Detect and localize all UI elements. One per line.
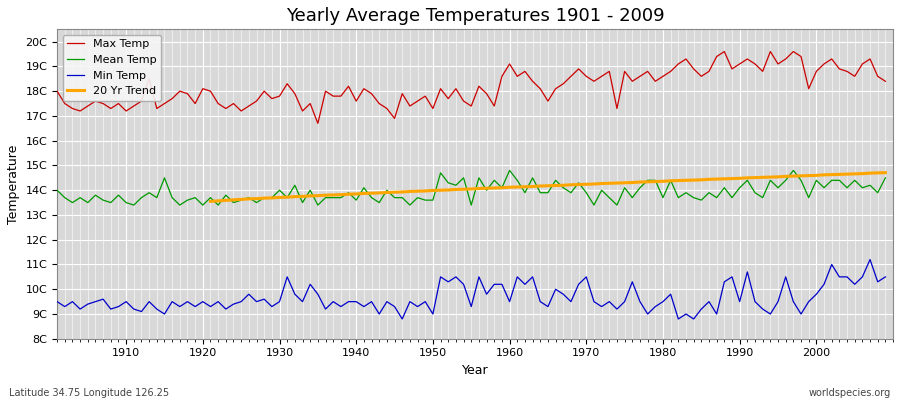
Min Temp bbox=[397, 316, 408, 321]
Text: Latitude 34.75 Longitude 126.25: Latitude 34.75 Longitude 126.25 bbox=[9, 388, 169, 398]
Max Temp bbox=[113, 101, 124, 106]
Line: 20 Yr Trend: 20 Yr Trend bbox=[211, 173, 886, 201]
20 Yr Trend bbox=[466, 186, 477, 191]
Max Temp bbox=[604, 69, 615, 74]
Mean Temp bbox=[504, 168, 515, 173]
20 Yr Trend bbox=[880, 170, 891, 175]
Max Temp bbox=[719, 49, 730, 54]
20 Yr Trend bbox=[205, 199, 216, 204]
Min Temp bbox=[51, 299, 62, 304]
20 Yr Trend bbox=[290, 194, 301, 199]
Mean Temp bbox=[290, 183, 301, 188]
Line: Mean Temp: Mean Temp bbox=[57, 170, 886, 205]
Max Temp bbox=[336, 94, 346, 98]
Mean Temp bbox=[51, 188, 62, 193]
20 Yr Trend bbox=[804, 173, 814, 178]
Line: Max Temp: Max Temp bbox=[57, 52, 886, 123]
Max Temp bbox=[880, 79, 891, 84]
Min Temp bbox=[865, 257, 876, 262]
Min Temp bbox=[328, 299, 338, 304]
Max Temp bbox=[504, 62, 515, 66]
Mean Temp bbox=[519, 190, 530, 195]
Mean Temp bbox=[336, 195, 346, 200]
Mean Temp bbox=[512, 178, 523, 183]
Mean Temp bbox=[129, 203, 140, 208]
Mean Temp bbox=[612, 203, 623, 208]
Text: worldspecies.org: worldspecies.org bbox=[809, 388, 891, 398]
Min Temp bbox=[113, 304, 124, 309]
20 Yr Trend bbox=[274, 195, 285, 200]
X-axis label: Year: Year bbox=[462, 364, 489, 377]
Line: Min Temp: Min Temp bbox=[57, 260, 886, 319]
Mean Temp bbox=[113, 193, 124, 198]
Title: Yearly Average Temperatures 1901 - 2009: Yearly Average Temperatures 1901 - 2009 bbox=[286, 7, 664, 25]
Mean Temp bbox=[880, 176, 891, 180]
Min Temp bbox=[604, 299, 615, 304]
Min Temp bbox=[880, 274, 891, 279]
Y-axis label: Temperature: Temperature bbox=[7, 144, 20, 224]
Max Temp bbox=[51, 89, 62, 94]
Min Temp bbox=[282, 274, 292, 279]
Max Temp bbox=[512, 74, 523, 79]
Min Temp bbox=[512, 274, 523, 279]
20 Yr Trend bbox=[550, 183, 561, 188]
Min Temp bbox=[504, 299, 515, 304]
Max Temp bbox=[312, 121, 323, 126]
Max Temp bbox=[282, 81, 292, 86]
Legend: Max Temp, Mean Temp, Min Temp, 20 Yr Trend: Max Temp, Mean Temp, Min Temp, 20 Yr Tre… bbox=[63, 35, 161, 101]
20 Yr Trend bbox=[343, 192, 354, 196]
